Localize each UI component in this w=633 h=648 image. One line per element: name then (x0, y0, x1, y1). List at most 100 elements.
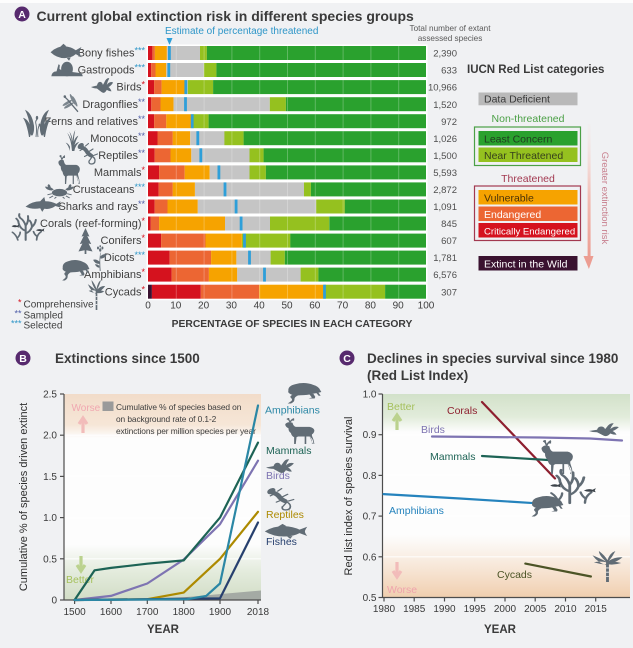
svg-text:**: ** (14, 308, 22, 318)
svg-text:Reptiles**: Reptiles** (98, 148, 145, 162)
svg-text:0.6: 0.6 (363, 552, 377, 563)
svg-text:B: B (19, 353, 27, 365)
svg-text:Amphibians: Amphibians (265, 405, 320, 417)
svg-text:2000: 2000 (494, 604, 517, 615)
svg-text:Crustaceans***: Crustaceans*** (73, 182, 146, 196)
svg-text:972: 972 (441, 117, 457, 128)
svg-text:90: 90 (393, 301, 405, 312)
svg-text:100: 100 (418, 301, 435, 312)
svg-text:YEAR: YEAR (147, 624, 180, 636)
svg-text:Non-threatened: Non-threatened (492, 113, 565, 125)
svg-text:1985: 1985 (403, 604, 426, 615)
svg-text:10,966: 10,966 (428, 83, 457, 94)
svg-text:0.8: 0.8 (363, 471, 377, 482)
svg-text:Least Concern: Least Concern (484, 134, 552, 146)
svg-text:Cumulative % of species driven: Cumulative % of species driven extinct (18, 403, 30, 591)
svg-text:Corals: Corals (447, 405, 477, 417)
svg-text:*: * (18, 298, 22, 308)
svg-text:Extinctions since 1500: Extinctions since 1500 (55, 351, 200, 366)
svg-text:Declines in species survival s: Declines in species survival since 1980 (367, 351, 618, 366)
svg-text:0.5: 0.5 (363, 593, 377, 604)
svg-text:1800: 1800 (173, 607, 196, 618)
svg-text:Cycads*: Cycads* (105, 284, 146, 298)
svg-text:633: 633 (441, 66, 457, 77)
svg-text:Comprehensive: Comprehensive (24, 300, 94, 311)
svg-text:1,500: 1,500 (433, 151, 457, 162)
svg-text:70: 70 (337, 301, 349, 312)
svg-text:2.5: 2.5 (43, 390, 57, 401)
svg-text:1,781: 1,781 (433, 253, 457, 264)
svg-text:60: 60 (309, 301, 321, 312)
svg-text:2010: 2010 (554, 604, 577, 615)
svg-text:Endangered: Endangered (484, 209, 541, 221)
svg-text:0: 0 (145, 301, 151, 312)
svg-text:Estimate of percentage threate: Estimate of percentage threatened (165, 26, 318, 37)
svg-text:Sharks and rays**: Sharks and rays** (59, 199, 146, 213)
svg-text:50: 50 (281, 301, 293, 312)
svg-text:Red list index of species surv: Red list index of species survival (343, 417, 355, 576)
svg-text:2,390: 2,390 (433, 49, 457, 60)
svg-text:Bony fishes***: Bony fishes*** (78, 46, 146, 60)
svg-text:1990: 1990 (433, 604, 456, 615)
svg-text:Mammals: Mammals (430, 451, 476, 463)
svg-text:***: *** (11, 319, 22, 329)
svg-text:1.5: 1.5 (43, 472, 57, 483)
svg-text:1700: 1700 (136, 607, 159, 618)
svg-text:Conifers*: Conifers* (101, 233, 146, 247)
svg-text:on background rate of 0.1-2: on background rate of 0.1-2 (116, 414, 217, 424)
svg-text:extinctions per million specie: extinctions per million species per year (116, 426, 256, 436)
svg-text:1900: 1900 (209, 607, 232, 618)
svg-text:20: 20 (198, 301, 210, 312)
svg-text:1995: 1995 (464, 604, 487, 615)
svg-text:Amphibians*: Amphibians* (84, 267, 145, 281)
svg-text:40: 40 (254, 301, 266, 312)
svg-text:Birds: Birds (421, 424, 445, 436)
svg-text:Birds: Birds (266, 470, 290, 482)
svg-text:30: 30 (226, 301, 238, 312)
svg-text:1.0: 1.0 (363, 390, 377, 401)
svg-text:assessed species: assessed species (418, 34, 483, 43)
svg-text:Near Threatened: Near Threatened (484, 150, 563, 162)
svg-text:Gastropods***: Gastropods*** (78, 63, 146, 77)
svg-text:1600: 1600 (100, 607, 123, 618)
svg-text:Threatened: Threatened (501, 173, 555, 185)
svg-text:IUCN Red List categories: IUCN Red List categories (467, 64, 604, 76)
svg-text:2.0: 2.0 (43, 431, 57, 442)
svg-text:1.0: 1.0 (43, 513, 57, 524)
svg-text:Ferns and relatives**: Ferns and relatives** (44, 114, 145, 128)
svg-text:Selected: Selected (24, 321, 63, 332)
svg-text:Greater extinction risk: Greater extinction risk (599, 152, 610, 245)
svg-text:(Red List Index): (Red List Index) (367, 368, 468, 383)
svg-text:2018: 2018 (247, 607, 270, 618)
svg-text:0.5: 0.5 (43, 554, 57, 565)
svg-text:Mammals*: Mammals* (94, 165, 146, 179)
svg-text:Worse: Worse (72, 403, 101, 414)
svg-text:10: 10 (170, 301, 182, 312)
svg-text:Extinct in the Wild: Extinct in the Wild (484, 259, 568, 271)
svg-text:Fishes: Fishes (266, 536, 297, 548)
svg-text:Monocots**: Monocots** (90, 131, 145, 145)
svg-text:845: 845 (441, 219, 457, 230)
svg-text:Reptiles: Reptiles (266, 509, 304, 521)
svg-text:Sampled: Sampled (24, 310, 63, 321)
svg-text:A: A (18, 9, 26, 21)
svg-text:607: 607 (441, 236, 457, 247)
svg-text:YEAR: YEAR (484, 624, 517, 636)
svg-text:Current global extinction risk: Current global extinction risk in differ… (37, 8, 415, 24)
svg-text:Birds*: Birds* (116, 80, 145, 94)
svg-text:1,520: 1,520 (433, 100, 457, 111)
svg-text:C: C (343, 353, 351, 365)
svg-text:Corals (reef-forming)*: Corals (reef-forming)* (40, 216, 145, 230)
svg-text:0.7: 0.7 (363, 512, 377, 523)
svg-text:1980: 1980 (373, 604, 396, 615)
svg-text:307: 307 (441, 287, 457, 298)
svg-text:80: 80 (365, 301, 377, 312)
svg-text:Better: Better (387, 401, 416, 413)
svg-text:Total number of extant: Total number of extant (409, 24, 491, 33)
svg-text:1500: 1500 (63, 607, 86, 618)
svg-text:1,091: 1,091 (433, 202, 457, 213)
svg-text:Cumulative % of species based: Cumulative % of species based on (116, 402, 242, 412)
svg-text:Better: Better (66, 574, 95, 586)
svg-text:5,593: 5,593 (433, 168, 457, 179)
svg-text:Vulnerable: Vulnerable (484, 193, 534, 205)
